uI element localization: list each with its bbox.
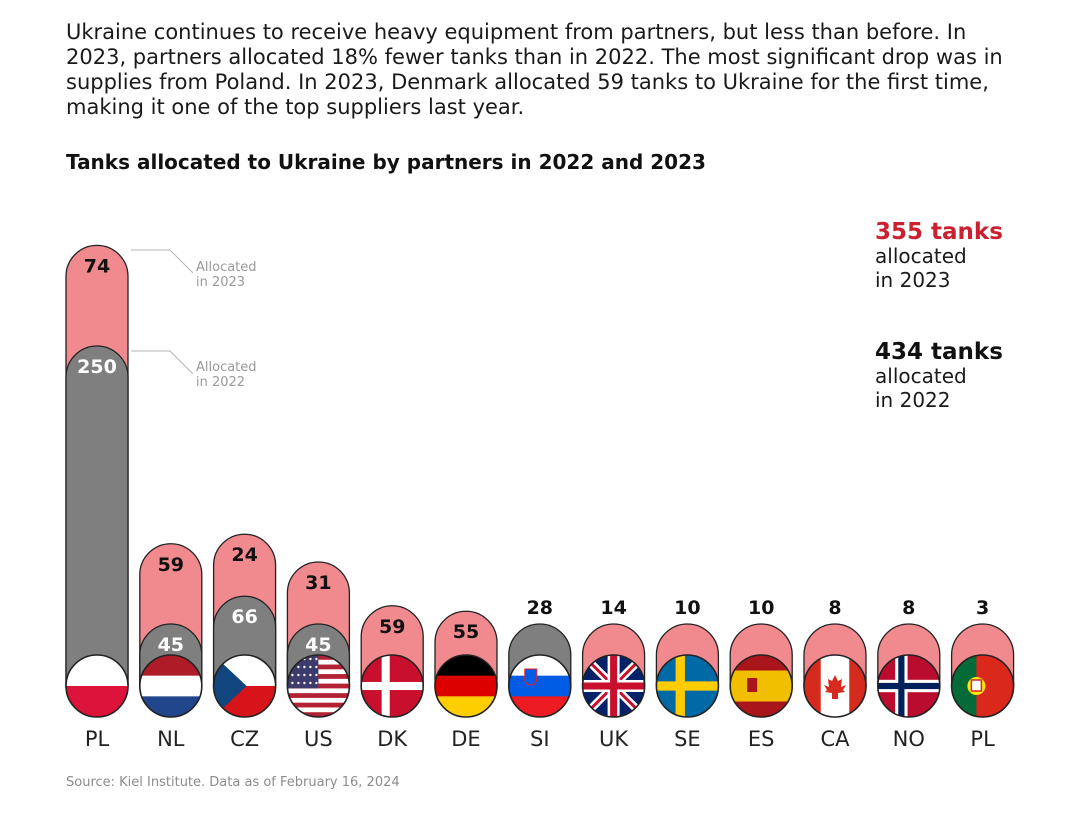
value-label-2023: 59 (158, 554, 184, 576)
bar-group-uk-7: 14 UK (581, 597, 646, 751)
flag-spain-icon (730, 655, 793, 717)
intro-text: Ukraine continues to receive heavy equip… (66, 20, 1003, 119)
value-label-2023: 55 (453, 621, 479, 643)
legend-2023-line2: in 2023 (875, 268, 951, 292)
value-label-2022: 250 (77, 356, 117, 378)
value-label-2022: 45 (305, 634, 331, 656)
value-label-2023: 31 (305, 572, 331, 594)
legend-2023-line1: allocated (875, 244, 967, 268)
flag-denmark-icon (361, 655, 424, 717)
legend-2022-total: 434 tanks (875, 339, 1003, 365)
category-label: PL (85, 727, 110, 751)
chart-title: Tanks allocated to Ukraine by partners i… (66, 150, 706, 174)
annotation-2022-line1: Allocated (196, 360, 257, 375)
bar-group-es-9: 10 ES (729, 597, 794, 751)
category-label: NO (893, 727, 925, 751)
category-label: DE (451, 727, 480, 751)
legend-2023: 355 tanks allocated in 2023 (875, 220, 1003, 292)
legend-2022-line2: in 2022 (875, 388, 951, 412)
value-label-2023: 59 (379, 616, 405, 638)
value-label-2022: 28 (527, 597, 553, 619)
legend-2023-total: 355 tanks (875, 219, 1003, 245)
value-label-2022: 45 (158, 634, 184, 656)
annotation-2023-line2: in 2023 (196, 275, 245, 290)
legend-2022-line1: allocated (875, 364, 967, 388)
bar-group-pl-0: 74 250 PL (65, 244, 129, 751)
category-label: SE (674, 727, 701, 751)
value-label-2023: 74 (84, 255, 110, 277)
bar-group-nl-1: 59 45 NL (139, 543, 203, 751)
value-label-2023: 3 (976, 597, 989, 619)
bar-group-cz-2: 24 66 CZ (212, 533, 277, 751)
bar-group-us-3: 31 45 US (286, 561, 351, 751)
category-label: SI (530, 727, 550, 751)
source-note: Source: Kiel Institute. Data as of Febru… (66, 775, 400, 790)
bar-group-ca-10: 8 CA (803, 597, 867, 751)
category-label: DK (377, 727, 408, 751)
category-label: ES (748, 727, 775, 751)
bar-group-dk-4: 59 DK (360, 605, 425, 751)
value-label-2023: 24 (231, 544, 257, 566)
bar-group-de-5: 55 DE (434, 610, 498, 751)
flag-uk-icon (582, 655, 645, 717)
flag-usa-icon (287, 655, 350, 718)
value-label-2023: 14 (600, 597, 626, 619)
value-label-2022: 66 (231, 606, 257, 628)
annotation-2022-line2: in 2022 (196, 375, 245, 390)
value-label-2023: 8 (902, 597, 915, 619)
value-label-2023: 10 (674, 597, 700, 619)
bar-group-pl-12: 3 PL (950, 597, 1015, 751)
category-label: PL (970, 727, 995, 751)
flag-slovenia-icon (508, 655, 571, 718)
flag-norway-icon (877, 655, 940, 717)
category-label: NL (157, 727, 185, 751)
annotation-layer: Allocated in 2023 Allocated in 2022 (131, 249, 257, 390)
category-label: CA (820, 727, 850, 751)
bar-group-se-8: 10 SE (655, 597, 720, 751)
bar-2022 (65, 345, 129, 687)
category-label: CZ (230, 727, 259, 751)
annotation-2023-line1: Allocated (196, 260, 257, 275)
value-label-2023: 10 (748, 597, 774, 619)
annotation-2022-leader (131, 350, 194, 375)
flag-sweden-icon (656, 655, 719, 717)
value-label-2023: 8 (828, 597, 841, 619)
bars-layer: 74 250 PL 59 45 NL 24 66 CZ 31 45 US 59 DK 55 DE 28 SI 14 U… (65, 244, 1015, 751)
bar-group-si-6: 28 SI (507, 597, 572, 751)
category-label: US (304, 727, 333, 751)
category-label: UK (599, 727, 629, 751)
annotation-2023-leader (131, 249, 194, 274)
legend-2022: 434 tanks allocated in 2022 (875, 340, 1003, 412)
bar-group-no-11: 8 NO (876, 597, 941, 751)
